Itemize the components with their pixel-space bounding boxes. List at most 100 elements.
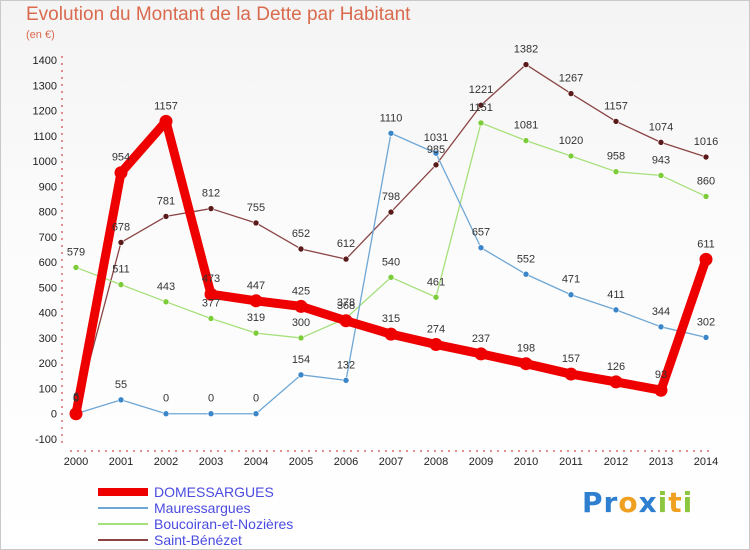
data-point (522, 61, 530, 68)
logo-letter: P (582, 486, 604, 519)
data-label: 237 (472, 333, 490, 345)
data-point (702, 193, 710, 200)
data-point (252, 410, 260, 418)
data-label: 274 (427, 324, 445, 336)
data-label: 652 (292, 228, 310, 240)
data-label: 0 (253, 393, 259, 405)
legend-swatch (98, 523, 148, 525)
y-tick-label: 800 (39, 207, 57, 219)
data-point (204, 287, 218, 301)
data-label: 611 (697, 238, 715, 250)
data-label: 93 (655, 369, 667, 381)
data-label: 0 (208, 393, 214, 405)
data-label: 958 (607, 151, 625, 163)
data-label: 612 (337, 238, 355, 250)
data-point (567, 90, 575, 97)
data-point (522, 270, 530, 278)
x-tick-label: 2006 (334, 456, 358, 468)
data-point (249, 294, 263, 308)
data-point (207, 410, 215, 418)
data-label: 0 (73, 393, 79, 405)
x-tick-label: 2003 (199, 456, 223, 468)
data-label: 943 (652, 154, 670, 166)
y-tick-label: 300 (39, 333, 57, 345)
y-tick-label: 1100 (33, 131, 57, 143)
data-label: 1157 (604, 100, 628, 112)
data-point (657, 172, 665, 179)
x-tick-label: 2005 (289, 456, 313, 468)
x-tick-label: 2009 (469, 456, 493, 468)
legend-label: DOMESSARGUES (154, 484, 274, 500)
x-tick-label: 2002 (154, 456, 178, 468)
data-point (612, 306, 620, 314)
data-label: 319 (247, 312, 265, 324)
y-tick-label: 900 (39, 181, 57, 193)
x-tick-label: 2007 (379, 456, 403, 468)
data-point (384, 327, 398, 341)
data-label: 678 (112, 221, 130, 233)
x-tick-label: 2004 (244, 456, 268, 468)
data-label: 471 (562, 274, 580, 286)
logo-letter: i (682, 486, 694, 519)
data-point (477, 119, 485, 127)
data-label: 154 (292, 354, 310, 366)
data-label: 315 (382, 313, 400, 325)
data-label: 1110 (380, 112, 403, 124)
data-label: 1081 (514, 120, 538, 132)
data-point (387, 208, 395, 216)
data-label: 411 (607, 289, 625, 301)
data-point (657, 323, 665, 331)
data-point (252, 329, 260, 337)
data-point (294, 299, 308, 313)
data-label: 1020 (559, 135, 583, 147)
data-label: 954 (112, 152, 130, 164)
legend-swatch (98, 488, 148, 496)
data-label: 198 (517, 343, 535, 355)
data-label: 540 (382, 256, 400, 268)
legend-swatch (98, 539, 148, 541)
data-point (522, 137, 530, 144)
data-label: 126 (607, 361, 625, 373)
data-label: 157 (562, 353, 580, 365)
logo-letter: x (638, 486, 658, 519)
y-tick-label: 0 (51, 409, 57, 421)
data-point (432, 161, 440, 169)
data-point (207, 205, 215, 212)
data-label: 6 (73, 391, 79, 403)
data-point (477, 101, 485, 109)
data-point (114, 166, 128, 180)
data-label: 0 (163, 393, 169, 405)
data-labels: 0 954 1157 473 447 425 368 315 274 237 198 157 126 93… (67, 44, 718, 405)
y-tick-label: 1400 (33, 55, 57, 67)
data-label: 985 (427, 144, 445, 156)
data-label: 1031 (424, 132, 448, 144)
data-label: 1382 (514, 44, 538, 56)
data-point (159, 114, 173, 128)
data-point (429, 338, 443, 352)
chart-unit-label: (en €) (26, 29, 55, 41)
data-point (162, 213, 170, 220)
data-label: 657 (472, 227, 490, 239)
data-point (117, 281, 125, 288)
data-point (567, 291, 575, 299)
data-label: 798 (382, 191, 400, 203)
data-label: 511 (112, 264, 130, 276)
data-label: 1267 (559, 73, 583, 85)
data-point (342, 255, 350, 263)
legend-label: Saint-Bénézet (154, 532, 242, 548)
data-point (342, 377, 350, 384)
series-lines (69, 61, 713, 421)
data-point (162, 410, 170, 418)
data-point (207, 315, 215, 322)
data-point (657, 139, 665, 146)
x-tick-label: 2001 (109, 456, 133, 468)
data-point (297, 334, 305, 342)
data-label: 781 (157, 195, 175, 207)
data-point (297, 371, 305, 379)
data-point (117, 396, 125, 404)
data-point (72, 264, 80, 271)
data-point (432, 293, 440, 301)
data-point (702, 153, 710, 161)
legend-swatch (98, 507, 148, 509)
